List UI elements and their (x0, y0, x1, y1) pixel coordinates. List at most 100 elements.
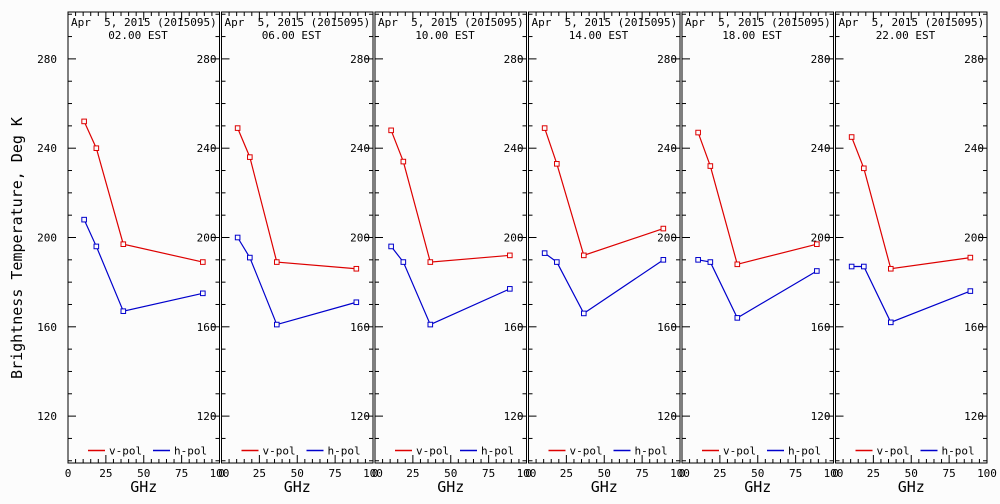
h-pol-marker (427, 321, 434, 328)
y-tick-label: 120 (811, 410, 831, 423)
h-pol-line (851, 265, 971, 324)
x-tick-label: 25 (253, 467, 266, 480)
x-tick-label: 75 (789, 467, 802, 480)
legend: v-pol h-pol (88, 445, 207, 458)
panel-title: Apr 5, 2015 (2015095) (378, 16, 524, 29)
panel-10-00-est: 120 160 200 240 280 0 25 50 75 100 GHz Apr 5, 2015 … (372, 11, 536, 496)
h-pol-line (83, 219, 203, 312)
x-axis-unit-label: GHz (591, 478, 618, 496)
y-tick-label: 160 (197, 321, 217, 334)
v-pol-marker (554, 161, 560, 167)
v-pol-marker (707, 163, 714, 169)
legend: v-pol h-pol (702, 445, 821, 458)
y-tick-label: 280 (811, 53, 831, 66)
x-tick-label: 50 (905, 467, 918, 480)
x-tick-label: 100 (670, 467, 690, 480)
h-pol-marker (93, 243, 100, 250)
x-tick-label: 50 (291, 467, 304, 480)
x-tick-label: 75 (329, 467, 342, 480)
h-pol-marker (814, 268, 820, 274)
panel-title: Apr 5, 2015 (2015095) (685, 16, 831, 29)
x-tick-label: 0 (525, 467, 532, 480)
x-tick-label: 25 (867, 467, 880, 480)
h-pol-marker (707, 259, 714, 265)
v-pol-marker (388, 127, 394, 134)
panel-title: Apr 5, 2015 (2015095) (532, 16, 678, 29)
y-tick-label: 200 (964, 232, 984, 245)
h-pol-marker (695, 257, 701, 263)
v-pol-marker (120, 241, 127, 247)
h-pol-marker (861, 263, 867, 270)
v-pol-marker (200, 259, 206, 265)
y-tick-label: 200 (197, 232, 217, 245)
x-tick-label: 0 (679, 467, 686, 480)
panel-22-00-est: 120 160 200 240 280 0 25 50 75 100 GHz Apr 5, 2015 … (832, 11, 997, 496)
y-tick-label: 240 (197, 142, 217, 155)
x-tick-label: 100 (977, 467, 997, 480)
h-pol-marker (234, 234, 241, 241)
panel-18-00-est: 120 160 200 240 280 0 25 50 75 100 GHz Apr 5, 2015 … (679, 11, 843, 496)
panel-title: Apr 5, 2015 (2015095) (225, 16, 371, 29)
v-pol-line (83, 121, 203, 263)
y-tick-label: 160 (964, 321, 984, 334)
h-pol-marker (353, 299, 360, 306)
y-tick-label: 240 (504, 142, 524, 155)
y-tick-label: 200 (504, 232, 524, 245)
y-tick-label: 120 (197, 410, 217, 423)
legend-v-pol-label: v-pol (416, 445, 449, 458)
x-axis-unit-label: GHz (898, 478, 925, 496)
y-tick-label: 160 (504, 321, 524, 334)
h-pol-line (237, 237, 357, 326)
h-pol-marker (734, 315, 741, 321)
y-tick-label: 200 (657, 232, 677, 245)
h-pol-marker (388, 243, 394, 250)
x-axis-unit-label: GHz (437, 478, 464, 496)
v-pol-marker (861, 165, 867, 172)
h-pol-marker (660, 257, 667, 263)
h-pol-line (390, 246, 511, 326)
h-pol-marker (507, 286, 513, 292)
legend-v-pol-label: v-pol (109, 445, 142, 458)
y-tick-label: 200 (350, 232, 370, 245)
h-pol-marker (541, 250, 548, 256)
x-tick-label: 25 (406, 467, 419, 480)
panel-subtitle: 06.00 EST (262, 29, 322, 42)
h-pol-marker (81, 216, 87, 223)
v-pol-marker (814, 241, 820, 247)
v-pol-line (697, 132, 817, 266)
x-axis-unit-label: GHz (284, 478, 311, 496)
legend: v-pol h-pol (855, 445, 975, 458)
y-tick-label: 280 (197, 53, 217, 66)
v-pol-marker (848, 134, 855, 140)
v-pol-marker (273, 259, 280, 265)
legend-v-pol-label: v-pol (877, 445, 910, 458)
v-pol-marker (247, 154, 253, 160)
legend: v-pol h-pol (241, 445, 361, 458)
v-pol-line (390, 130, 510, 263)
x-tick-label: 50 (444, 467, 457, 480)
panel-title: Apr 5, 2015 (2015095) (839, 16, 985, 29)
panel-02-00-est: 120 120 160 160 200 200 240 240 280 280 0 25 50 75 100… (37, 11, 229, 496)
y-tick-label: 280 (657, 53, 677, 66)
h-pol-marker (848, 263, 855, 270)
y-tick-label: 240 (350, 142, 370, 155)
y-tick-label: 280 (37, 53, 57, 66)
panel-14-00-est: 120 160 200 240 280 0 25 50 75 100 GHz Apr 5, 2015 … (525, 11, 690, 496)
h-pol-marker (400, 259, 407, 265)
v-pol-line (237, 127, 357, 270)
x-tick-label: 25 (99, 467, 112, 480)
x-axis-unit-label: GHz (744, 478, 771, 496)
x-tick-label: 25 (713, 467, 726, 480)
h-pol-marker (120, 308, 127, 314)
panel-subtitle: 22.00 EST (876, 29, 936, 42)
legend: v-pol h-pol (548, 445, 668, 458)
y-tick-label: 120 (350, 410, 370, 423)
legend-h-pol-label: h-pol (174, 445, 207, 458)
v-pol-marker (580, 252, 587, 259)
panel-subtitle: 02.00 EST (108, 29, 168, 42)
legend-h-pol-label: h-pol (788, 445, 821, 458)
y-tick-label: 280 (504, 53, 524, 66)
x-tick-label: 50 (598, 467, 611, 480)
